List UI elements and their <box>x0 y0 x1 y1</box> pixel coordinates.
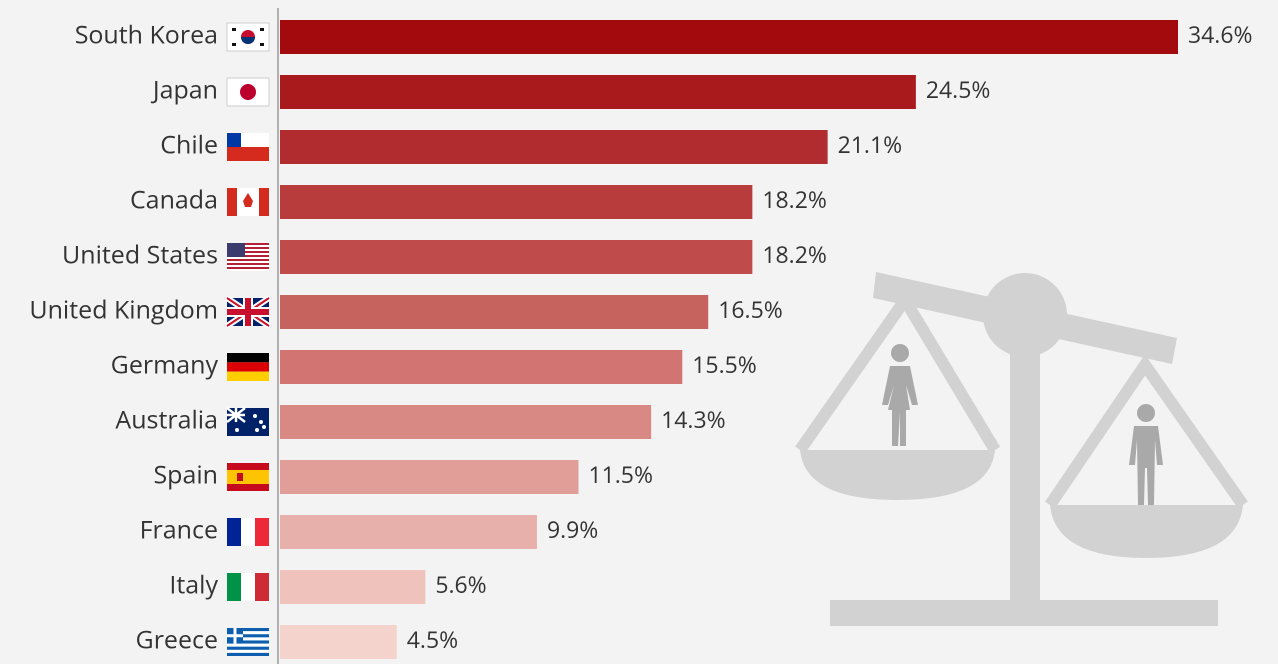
category-label: Japan <box>151 73 218 107</box>
value-label: 18.2% <box>762 238 827 270</box>
flag-mark <box>227 372 269 381</box>
flag-mark <box>227 653 269 656</box>
flag-mark <box>241 573 255 601</box>
scale-illustration <box>800 272 1243 626</box>
flag-mark <box>255 428 259 432</box>
man-figure <box>1129 404 1163 505</box>
bar <box>280 185 752 219</box>
value-label: 14.3% <box>661 403 726 435</box>
value-label: 15.5% <box>692 348 757 380</box>
flag-icon <box>227 518 269 546</box>
value-label: 4.5% <box>407 623 458 655</box>
scale-base <box>830 600 1218 626</box>
flag-mark <box>241 518 255 546</box>
flag-icon <box>227 188 269 216</box>
flag-mark <box>227 267 269 269</box>
flag-mark <box>227 362 269 371</box>
value-label: 21.1% <box>838 128 903 160</box>
bar <box>280 20 1178 54</box>
flag-icon <box>227 408 269 436</box>
value-label: 16.5% <box>718 293 783 325</box>
category-label: Australia <box>115 403 218 437</box>
flag-mark <box>227 309 269 315</box>
flag-icon <box>227 23 269 51</box>
flag-mark <box>240 84 256 100</box>
flag-mark <box>227 647 269 650</box>
category-label: Canada <box>130 183 218 217</box>
flag-mark <box>237 473 243 481</box>
flag-mark <box>227 353 269 362</box>
flag-icon <box>227 78 269 106</box>
scale-hub <box>983 273 1067 357</box>
value-label: 11.5% <box>588 458 653 490</box>
flag-mark <box>253 414 257 418</box>
flag-icon <box>227 243 269 271</box>
bar <box>280 625 397 659</box>
bar <box>280 295 708 329</box>
flag-mark <box>259 420 263 424</box>
category-label: Chile <box>160 128 218 162</box>
flag-mark <box>255 573 269 601</box>
flag-mark <box>255 518 269 546</box>
flag-mark <box>232 43 236 46</box>
category-label: South Korea <box>75 18 218 52</box>
category-label: United States <box>62 238 218 272</box>
flag-mark <box>260 43 264 46</box>
category-label: Italy <box>169 568 218 602</box>
flag-mark <box>259 188 269 216</box>
value-label: 5.6% <box>435 568 486 600</box>
category-label: United Kingdom <box>29 293 218 327</box>
bar <box>280 515 537 549</box>
flag-mark <box>227 634 243 637</box>
flag-mark <box>235 428 239 432</box>
left-pan <box>800 450 995 500</box>
flag-icon <box>227 298 269 326</box>
bar <box>280 350 682 384</box>
flag-icon <box>227 628 269 656</box>
flag-icon <box>227 463 269 491</box>
flag-mark <box>232 28 236 31</box>
flag-mark <box>262 425 266 429</box>
flag-mark <box>227 470 269 484</box>
bar <box>280 75 916 109</box>
category-label: Spain <box>153 458 218 492</box>
flag-mark <box>227 263 269 265</box>
value-label: 9.9% <box>547 513 598 545</box>
right-pan <box>1050 505 1243 558</box>
flag-icon <box>227 573 269 601</box>
flag-icon <box>227 353 269 381</box>
flag-mark <box>227 147 269 161</box>
woman-figure <box>882 344 918 446</box>
chart: South Korea 34.6% Japan 24.5% Chile 21.1% Cana… <box>0 0 1278 664</box>
value-label: 34.6% <box>1188 18 1253 50</box>
bar <box>280 570 425 604</box>
category-label: Greece <box>136 623 218 657</box>
flag-mark <box>227 518 241 546</box>
bar <box>280 130 828 164</box>
flag-mark <box>227 188 237 216</box>
bar <box>280 460 578 494</box>
category-label: Germany <box>111 348 219 382</box>
bar <box>280 240 752 274</box>
flag-mark <box>227 408 245 422</box>
value-label: 24.5% <box>926 73 991 105</box>
flag-mark <box>260 28 264 31</box>
flag-mark <box>227 259 269 261</box>
flag-mark <box>227 243 245 257</box>
bar <box>280 405 651 439</box>
flag-mark <box>227 573 241 601</box>
category-label: France <box>140 513 218 547</box>
value-label: 18.2% <box>762 183 827 215</box>
flag-icon <box>227 133 269 161</box>
flag-mark <box>227 133 241 147</box>
